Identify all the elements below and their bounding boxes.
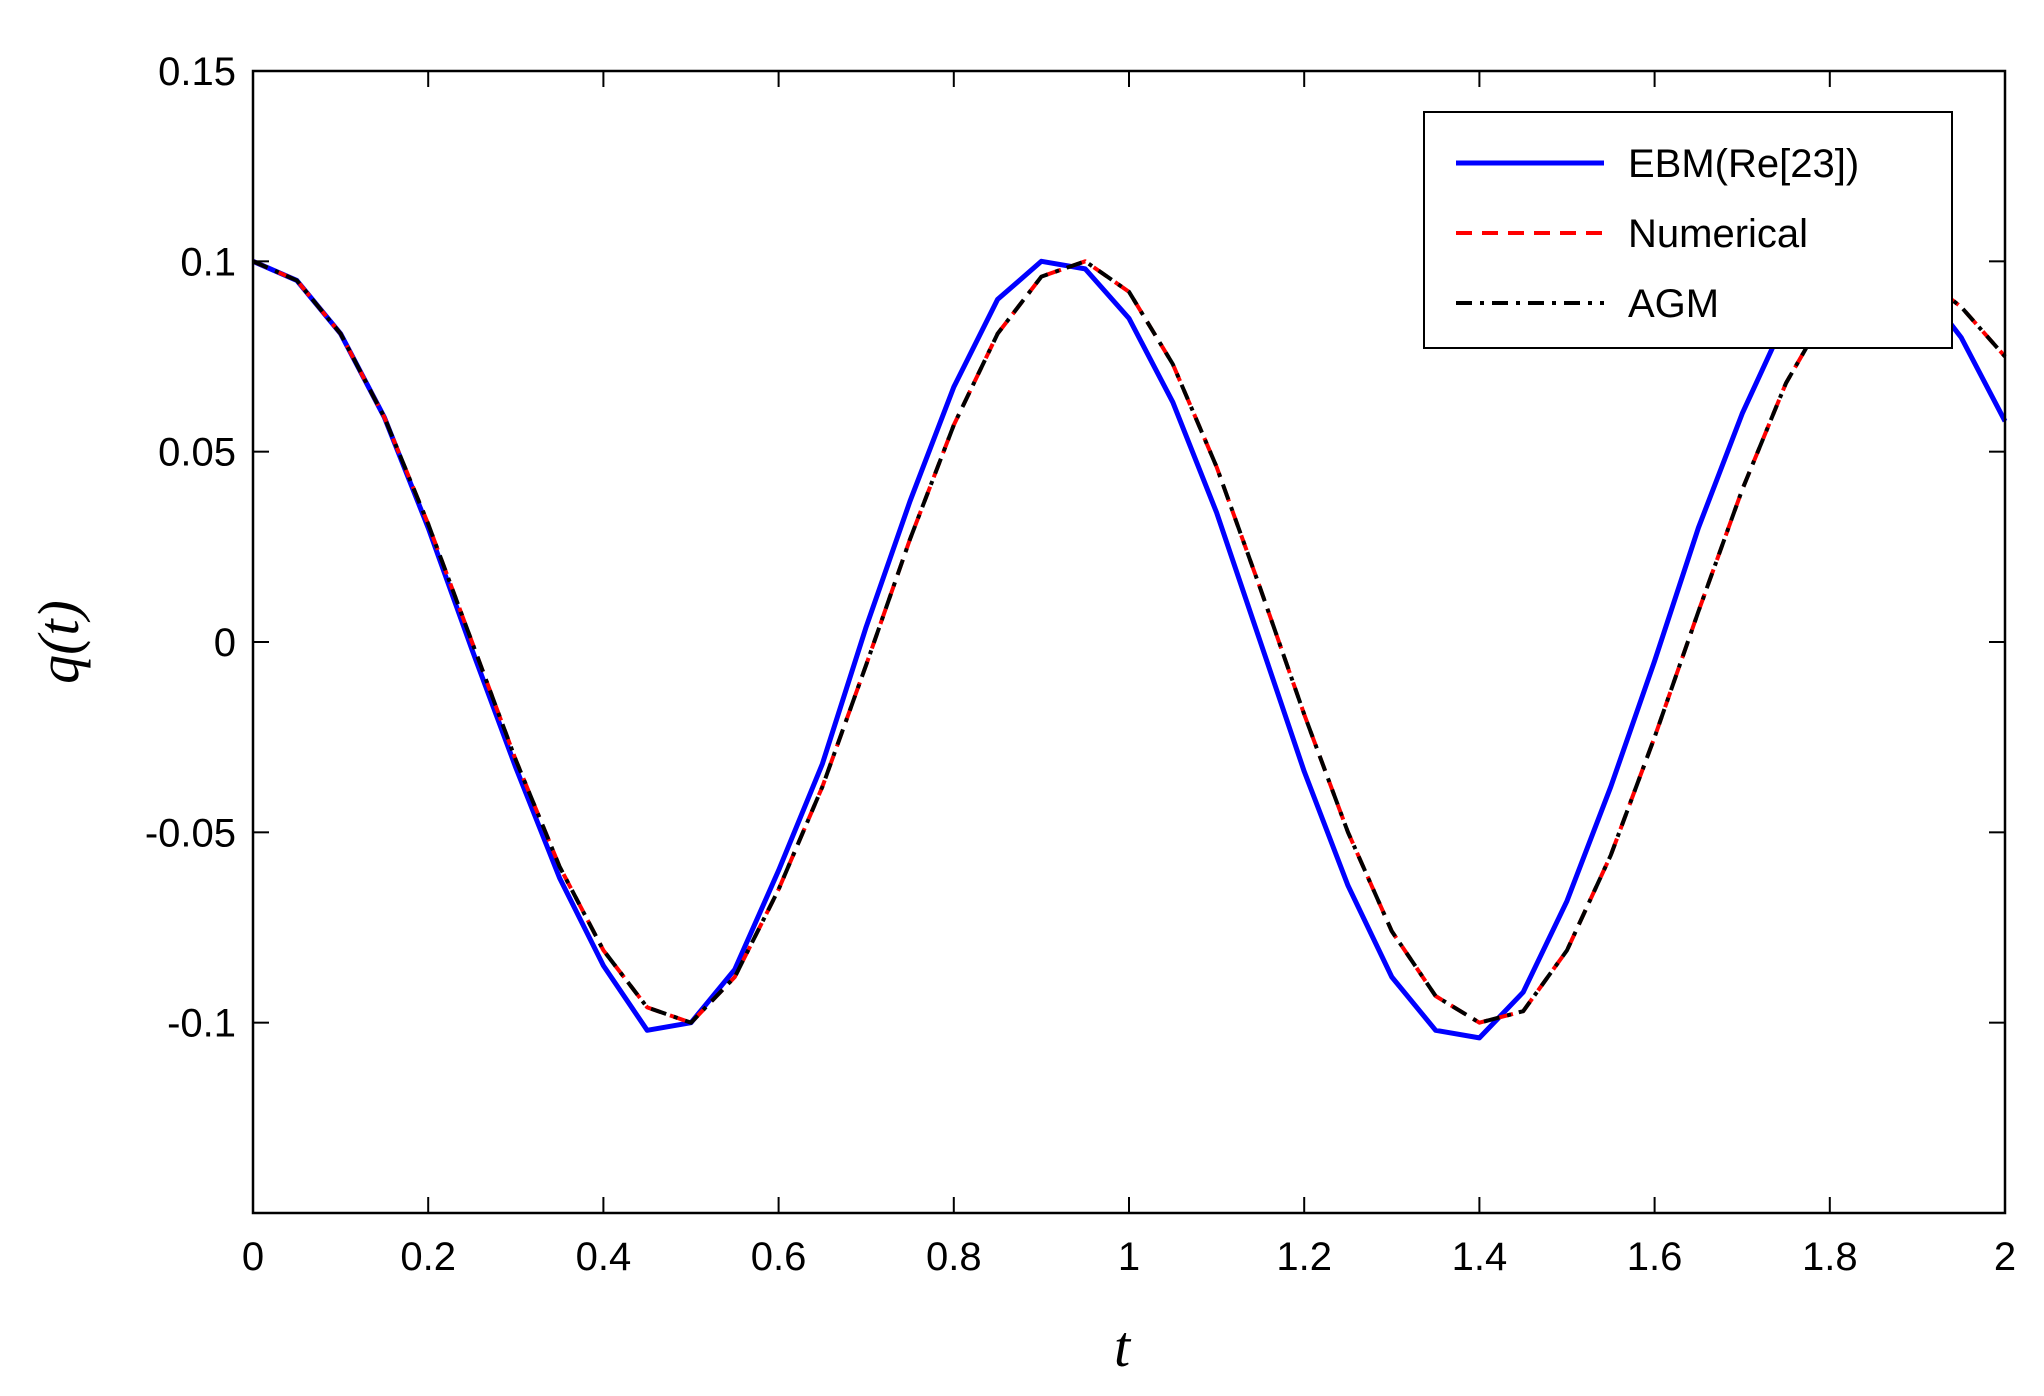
y-tick-label: 0.05: [158, 431, 236, 475]
y-tick-label: 0: [214, 621, 236, 665]
tick-layer: 0 0.2 0.4 0.6 0.8 1 1.2 1.4 1.6 1.8 2 0.15 0.1 0.05 0 -…: [145, 50, 2016, 1279]
x-tick-label: 0: [242, 1235, 264, 1279]
y-tick-label: -0.1: [167, 1002, 236, 1046]
y-tick-label: -0.05: [145, 811, 236, 855]
x-tick-label: 1.2: [1276, 1235, 1332, 1279]
legend-label-3: AGM: [1628, 282, 1719, 326]
series-line-1: [252, 247, 2008, 1041]
x-tick-label: 0.8: [926, 1235, 982, 1279]
x-tick-label: 2: [1994, 1235, 2016, 1279]
series-layer: [252, 247, 2008, 1041]
legend-label-2: Numerical: [1628, 212, 1808, 256]
x-tick-label: 1: [1118, 1235, 1140, 1279]
x-tick-label: 1.8: [1802, 1235, 1858, 1279]
y-tick-label: 0.1: [180, 240, 236, 284]
legend: EBM(Re[23]) Numerical AGM: [1423, 111, 1953, 349]
x-tick-label: 1.6: [1627, 1235, 1683, 1279]
x-tick-label: 0.6: [751, 1235, 807, 1279]
y-axis-label: q(t): [26, 600, 91, 684]
legend-box: [1423, 111, 1953, 349]
x-tick-label: 1.4: [1452, 1235, 1508, 1279]
series-line-3: [252, 259, 2007, 1025]
x-axis-label: t: [1114, 1314, 1132, 1379]
legend-label-1: EBM(Re[23]): [1628, 142, 1859, 186]
x-tick-label: 0.4: [576, 1235, 632, 1279]
x-tick-label: 0.2: [400, 1235, 456, 1279]
y-tick-label: 0.15: [158, 50, 236, 94]
